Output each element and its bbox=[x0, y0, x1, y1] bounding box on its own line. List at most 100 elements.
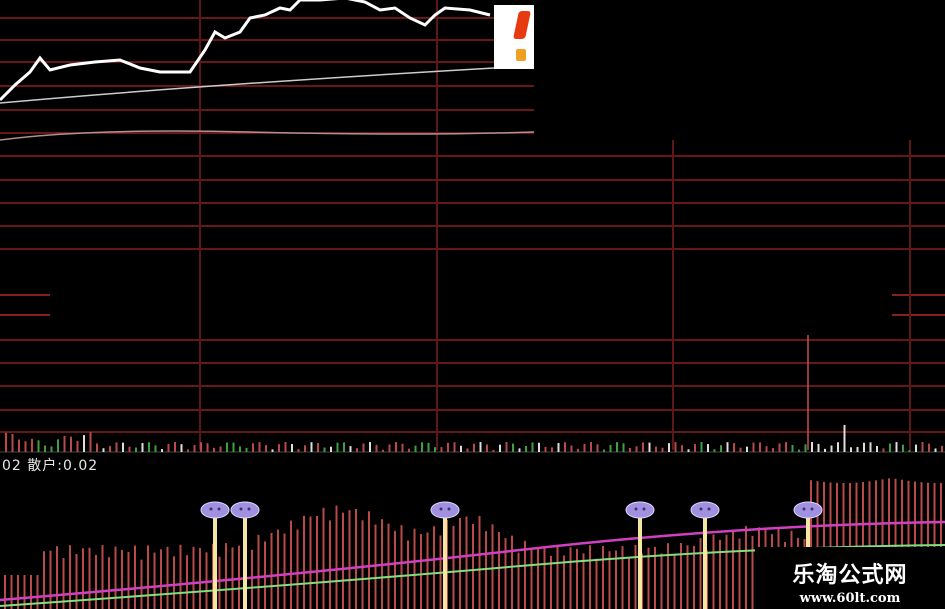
volume-bar bbox=[694, 444, 696, 452]
volume-bar bbox=[798, 449, 800, 452]
volume-bar bbox=[11, 434, 14, 452]
indicator-label: 02 散户:0.02 bbox=[2, 458, 99, 474]
volume-bar bbox=[440, 447, 443, 452]
volume-bar bbox=[297, 449, 300, 452]
volume-bar bbox=[310, 442, 313, 452]
volume-bar bbox=[83, 435, 85, 452]
volume-bar bbox=[375, 444, 378, 452]
volume-bar bbox=[518, 448, 521, 452]
volume-bar bbox=[687, 449, 690, 452]
volume-bar bbox=[362, 443, 365, 452]
volume-bar bbox=[401, 443, 404, 452]
watermark: 乐淘公式网 www.60lt.com bbox=[755, 547, 945, 609]
volume-bar bbox=[414, 445, 417, 452]
volume-bar bbox=[226, 442, 228, 452]
volume-bar bbox=[869, 442, 872, 452]
volume-bar bbox=[765, 446, 768, 452]
volume-bar bbox=[317, 443, 319, 452]
volume-bar bbox=[336, 442, 339, 452]
volume-bar bbox=[616, 442, 618, 452]
signal-marker-icon bbox=[625, 501, 655, 519]
volume-bar bbox=[109, 446, 111, 452]
volume-bar bbox=[681, 445, 683, 452]
volume-bar bbox=[759, 442, 761, 452]
volume-bar bbox=[349, 446, 352, 452]
volume-bar bbox=[876, 445, 878, 452]
volume-bar bbox=[635, 446, 638, 452]
volume-bar bbox=[856, 446, 859, 452]
signal-marker-eye bbox=[247, 507, 251, 511]
volume-bar bbox=[219, 446, 222, 452]
volume-bar bbox=[655, 446, 657, 452]
signal-marker-eye bbox=[447, 507, 451, 511]
volume-bar bbox=[427, 442, 430, 452]
volume-bar bbox=[89, 432, 92, 452]
volume-bar bbox=[187, 449, 189, 452]
volume-bar bbox=[746, 446, 748, 452]
volume-bar bbox=[525, 445, 527, 452]
volume-bar bbox=[408, 448, 410, 452]
volume-bar bbox=[700, 442, 703, 452]
volume-bar bbox=[648, 442, 651, 452]
signal-marker-eye bbox=[634, 507, 638, 511]
volume-bar bbox=[193, 445, 196, 452]
volume-bar bbox=[778, 443, 781, 452]
volume-bar bbox=[453, 442, 456, 452]
volume-bar bbox=[239, 446, 241, 452]
signal-marker-eye bbox=[707, 507, 711, 511]
volume-bar bbox=[167, 443, 170, 452]
signal-marker-eye bbox=[439, 507, 443, 511]
volume-bar bbox=[265, 445, 267, 452]
signal-marker-eye bbox=[802, 507, 806, 511]
volume-bar bbox=[356, 448, 358, 452]
volume-bar bbox=[278, 444, 280, 452]
volume-bar bbox=[206, 443, 209, 452]
volume-bar bbox=[330, 446, 332, 452]
volume-bar bbox=[817, 443, 820, 452]
watermark-url: www.60lt.com bbox=[799, 591, 901, 606]
volume-bar bbox=[271, 449, 274, 452]
volume-bar bbox=[661, 447, 664, 452]
volume-bar bbox=[135, 447, 137, 452]
volume-bar bbox=[161, 449, 163, 452]
volume-bar bbox=[596, 444, 599, 452]
brand-logo-icon bbox=[494, 5, 534, 69]
sub-indicator-line bbox=[0, 130, 535, 141]
volume-bar bbox=[232, 442, 235, 452]
signal-marker-icon bbox=[230, 501, 260, 519]
volume-bar bbox=[284, 442, 287, 452]
volume-bar bbox=[499, 444, 501, 452]
signal-marker-icon bbox=[793, 501, 823, 519]
volume-bar bbox=[382, 449, 384, 452]
signal-marker-icon bbox=[430, 501, 460, 519]
volume-bar bbox=[122, 442, 124, 452]
volume-bar bbox=[564, 442, 566, 452]
volume-bar bbox=[804, 444, 807, 452]
signal-marker-icon bbox=[690, 501, 720, 519]
volume-bar bbox=[245, 447, 248, 452]
volume-bar bbox=[850, 447, 852, 452]
volume-bar bbox=[713, 449, 716, 452]
volume-bar bbox=[739, 447, 742, 452]
volume-bar bbox=[473, 443, 475, 452]
signal-marker-eye bbox=[642, 507, 646, 511]
volume-bar bbox=[811, 442, 813, 452]
volume-bar bbox=[37, 440, 40, 452]
volume-bar bbox=[642, 442, 644, 452]
volume-bar bbox=[258, 442, 261, 452]
volume-bar bbox=[213, 447, 215, 452]
signal-marker-eye bbox=[209, 507, 213, 511]
volume-bar bbox=[577, 448, 579, 452]
signal-marker-eye bbox=[239, 507, 243, 511]
volume-bar bbox=[928, 443, 930, 452]
volume-bar bbox=[50, 446, 53, 452]
volume-bar bbox=[200, 442, 202, 452]
volume-bar bbox=[720, 445, 722, 452]
volume-bar bbox=[843, 424, 846, 452]
volume-bar bbox=[921, 442, 924, 452]
volume-bar bbox=[772, 448, 774, 452]
volume-bar bbox=[622, 443, 625, 452]
volume-bar bbox=[434, 447, 436, 452]
volume-bar bbox=[291, 443, 293, 452]
